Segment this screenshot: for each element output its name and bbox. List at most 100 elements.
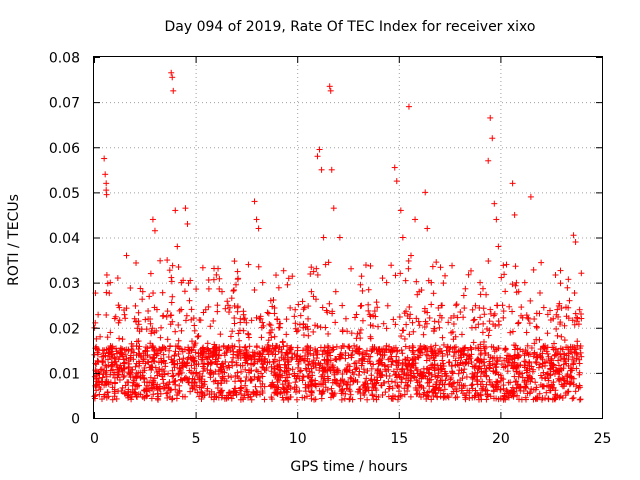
data-point: [144, 392, 151, 399]
data-point: [139, 369, 146, 376]
data-point: [113, 395, 120, 402]
data-point: [500, 314, 507, 321]
data-point: [195, 332, 202, 339]
data-point: [295, 360, 302, 367]
data-point: [135, 338, 142, 345]
data-point: [270, 296, 277, 303]
data-point: [468, 351, 475, 358]
data-point: [523, 384, 530, 391]
data-point: [344, 366, 351, 373]
data-point: [280, 355, 287, 362]
data-point: [179, 393, 186, 400]
data-point: [382, 389, 389, 396]
data-point: [284, 389, 291, 396]
data-point: [169, 74, 176, 81]
data-point: [151, 351, 158, 358]
data-point: [228, 358, 235, 365]
data-point: [200, 309, 207, 316]
data-point: [472, 324, 479, 331]
data-point: [162, 360, 169, 367]
data-point: [551, 351, 558, 358]
data-point: [169, 293, 176, 300]
data-point: [270, 358, 277, 365]
data-point: [190, 383, 197, 390]
data-point: [444, 351, 451, 358]
data-point: [513, 385, 520, 392]
data-point: [485, 157, 492, 164]
data-point: [291, 372, 298, 379]
data-point: [210, 276, 217, 283]
data-point: [364, 367, 371, 374]
data-point: [281, 368, 288, 375]
data-point: [461, 305, 468, 312]
data-point: [453, 385, 460, 392]
data-point: [446, 346, 453, 353]
data-point: [525, 377, 532, 384]
data-point: [172, 328, 179, 335]
data-point: [149, 343, 156, 350]
data-point: [224, 298, 231, 305]
data-point: [350, 371, 357, 378]
data-point: [313, 355, 320, 362]
data-point: [248, 356, 255, 363]
data-point: [396, 313, 403, 320]
data-point: [101, 391, 108, 398]
data-point: [169, 396, 176, 403]
data-point: [566, 381, 573, 388]
data-point: [218, 387, 225, 394]
data-point: [375, 323, 382, 330]
data-point: [199, 390, 206, 397]
data-point: [570, 358, 577, 365]
data-point: [369, 392, 376, 399]
data-point: [319, 304, 326, 311]
data-point: [100, 350, 107, 357]
data-point: [303, 366, 310, 373]
data-point: [190, 355, 197, 362]
data-point: [532, 386, 539, 393]
data-point: [424, 379, 431, 386]
data-point: [299, 347, 306, 354]
data-point: [292, 379, 299, 386]
data-point: [102, 171, 109, 178]
data-point: [256, 349, 263, 356]
data-point: [437, 377, 444, 384]
data-point: [476, 363, 483, 370]
data-point: [395, 388, 402, 395]
data-point: [268, 363, 275, 370]
data-point: [160, 351, 167, 358]
data-point: [235, 275, 242, 282]
data-point: [439, 373, 446, 380]
data-point: [328, 166, 335, 173]
data-point: [527, 351, 534, 358]
data-point: [576, 360, 583, 367]
data-point: [311, 380, 318, 387]
data-point: [148, 395, 155, 402]
data-point: [108, 362, 115, 369]
data-point: [159, 373, 166, 380]
data-point: [285, 275, 292, 282]
data-point: [196, 376, 203, 383]
data-point: [231, 320, 238, 327]
data-point: [472, 302, 479, 309]
data-point: [253, 216, 260, 223]
data-point: [373, 379, 380, 386]
data-point: [370, 322, 377, 329]
data-point: [405, 257, 412, 264]
data-point: [479, 285, 486, 292]
data-point: [231, 258, 238, 265]
data-point: [357, 395, 364, 402]
data-point: [193, 286, 200, 293]
data-point: [302, 324, 309, 331]
data-point: [258, 324, 265, 331]
data-point: [504, 368, 511, 375]
data-point: [388, 361, 395, 368]
data-point: [394, 366, 401, 373]
data-point: [348, 375, 355, 382]
data-point: [503, 261, 510, 268]
data-point: [121, 372, 128, 379]
data-point: [544, 311, 551, 318]
data-point: [251, 373, 258, 380]
data-point: [169, 358, 176, 365]
data-point: [243, 319, 250, 326]
